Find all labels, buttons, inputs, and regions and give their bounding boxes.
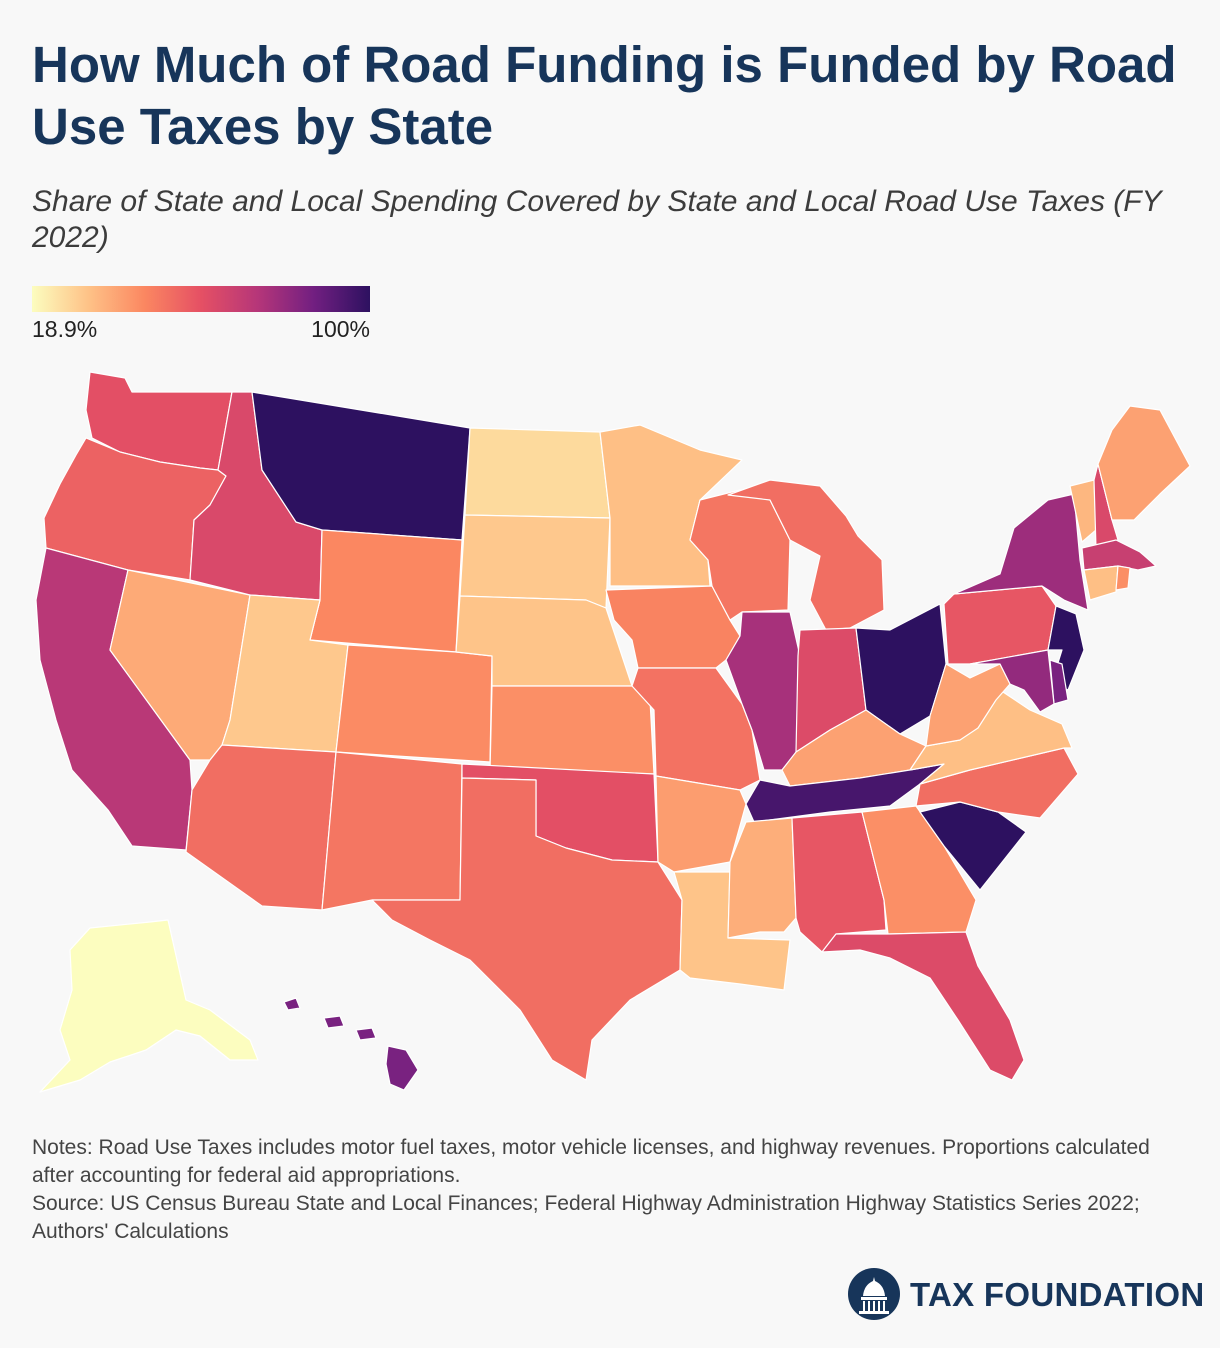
logo-text: TAX FOUNDATION <box>910 1276 1205 1313</box>
state-MD[interactable] <box>969 649 1055 713</box>
legend-color-scale <box>32 286 370 312</box>
state-NY[interactable] <box>953 493 1089 611</box>
footnotes: Notes: Road Use Taxes includes motor fue… <box>32 1134 1192 1246</box>
state-FL[interactable] <box>821 931 1025 1081</box>
state-CT[interactable] <box>1083 565 1119 601</box>
legend-min-label: 18.9% <box>32 316 98 342</box>
state-NM[interactable] <box>321 751 463 911</box>
state-CO[interactable] <box>335 644 493 763</box>
state-IL[interactable] <box>725 611 801 771</box>
state-RI[interactable] <box>1115 565 1131 591</box>
state-WV[interactable] <box>925 663 1011 747</box>
state-SD[interactable] <box>459 514 611 609</box>
state-MS[interactable] <box>727 817 797 939</box>
capitol-dome-icon <box>848 1268 900 1320</box>
state-MI[interactable] <box>727 479 885 631</box>
page-subtitle: Share of State and Local Spending Covere… <box>32 185 1162 254</box>
state-AZ[interactable] <box>185 744 337 911</box>
state-HI[interactable] <box>283 997 419 1091</box>
source-text: Source: US Census Bureau State and Local… <box>32 1192 1140 1243</box>
state-AK[interactable] <box>39 919 259 1093</box>
state-WY[interactable] <box>309 529 463 653</box>
state-MO[interactable] <box>631 667 761 791</box>
legend-max-label: 100% <box>311 316 370 342</box>
tax-foundation-logo: TAX FOUNDATION <box>848 1268 1204 1320</box>
state-ND[interactable] <box>464 427 611 519</box>
us-state-map <box>35 371 1191 1093</box>
state-KS[interactable] <box>489 685 655 775</box>
notes-text: Notes: Road Use Taxes includes motor fue… <box>32 1136 1150 1187</box>
state-MA[interactable] <box>1081 539 1157 571</box>
page-title: How Much of Road Funding is Funded by Ro… <box>32 36 1177 155</box>
state-TX[interactable] <box>371 777 683 1081</box>
state-ME[interactable] <box>1097 405 1191 521</box>
